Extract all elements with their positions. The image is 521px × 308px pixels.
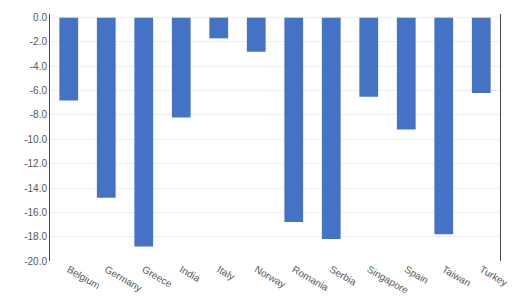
- svg-text:Belgium: Belgium: [65, 264, 102, 292]
- svg-text:Taiwan: Taiwan: [440, 264, 472, 289]
- svg-text:Germany: Germany: [103, 264, 144, 294]
- svg-text:Greece: Greece: [140, 264, 174, 290]
- svg-text:Norway: Norway: [253, 264, 288, 290]
- svg-text:-4.0: -4.0: [30, 61, 48, 72]
- svg-text:0.0: 0.0: [33, 12, 47, 23]
- svg-text:-10.0: -10.0: [24, 134, 47, 145]
- svg-text:-20.0: -20.0: [24, 256, 47, 267]
- svg-text:Italy: Italy: [215, 264, 236, 283]
- svg-text:Turkey: Turkey: [478, 264, 510, 289]
- svg-text:-12.0: -12.0: [24, 158, 47, 169]
- svg-text:-2.0: -2.0: [30, 36, 48, 47]
- svg-text:Singapore: Singapore: [365, 264, 410, 297]
- svg-text:Serbia: Serbia: [328, 264, 359, 288]
- svg-text:Romania: Romania: [290, 264, 331, 294]
- svg-text:-6.0: -6.0: [30, 85, 48, 96]
- svg-text:Spain: Spain: [403, 264, 431, 286]
- svg-text:-18.0: -18.0: [24, 231, 47, 242]
- svg-text:-8.0: -8.0: [30, 109, 48, 120]
- svg-text:India: India: [178, 264, 203, 285]
- svg-text:-14.0: -14.0: [24, 183, 47, 194]
- svg-text:-16.0: -16.0: [24, 207, 47, 218]
